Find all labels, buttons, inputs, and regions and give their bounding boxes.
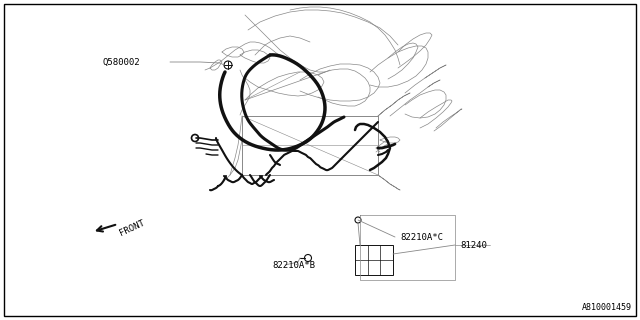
Bar [355, 245, 393, 275]
Text: Q580002: Q580002 [102, 58, 140, 67]
Text: FRONT: FRONT [118, 218, 146, 238]
Text: A810001459: A810001459 [582, 303, 632, 312]
Text: 82210A*C: 82210A*C [400, 233, 443, 242]
Text: 81240: 81240 [460, 241, 487, 250]
Text: 82210A*B: 82210A*B [272, 260, 315, 269]
